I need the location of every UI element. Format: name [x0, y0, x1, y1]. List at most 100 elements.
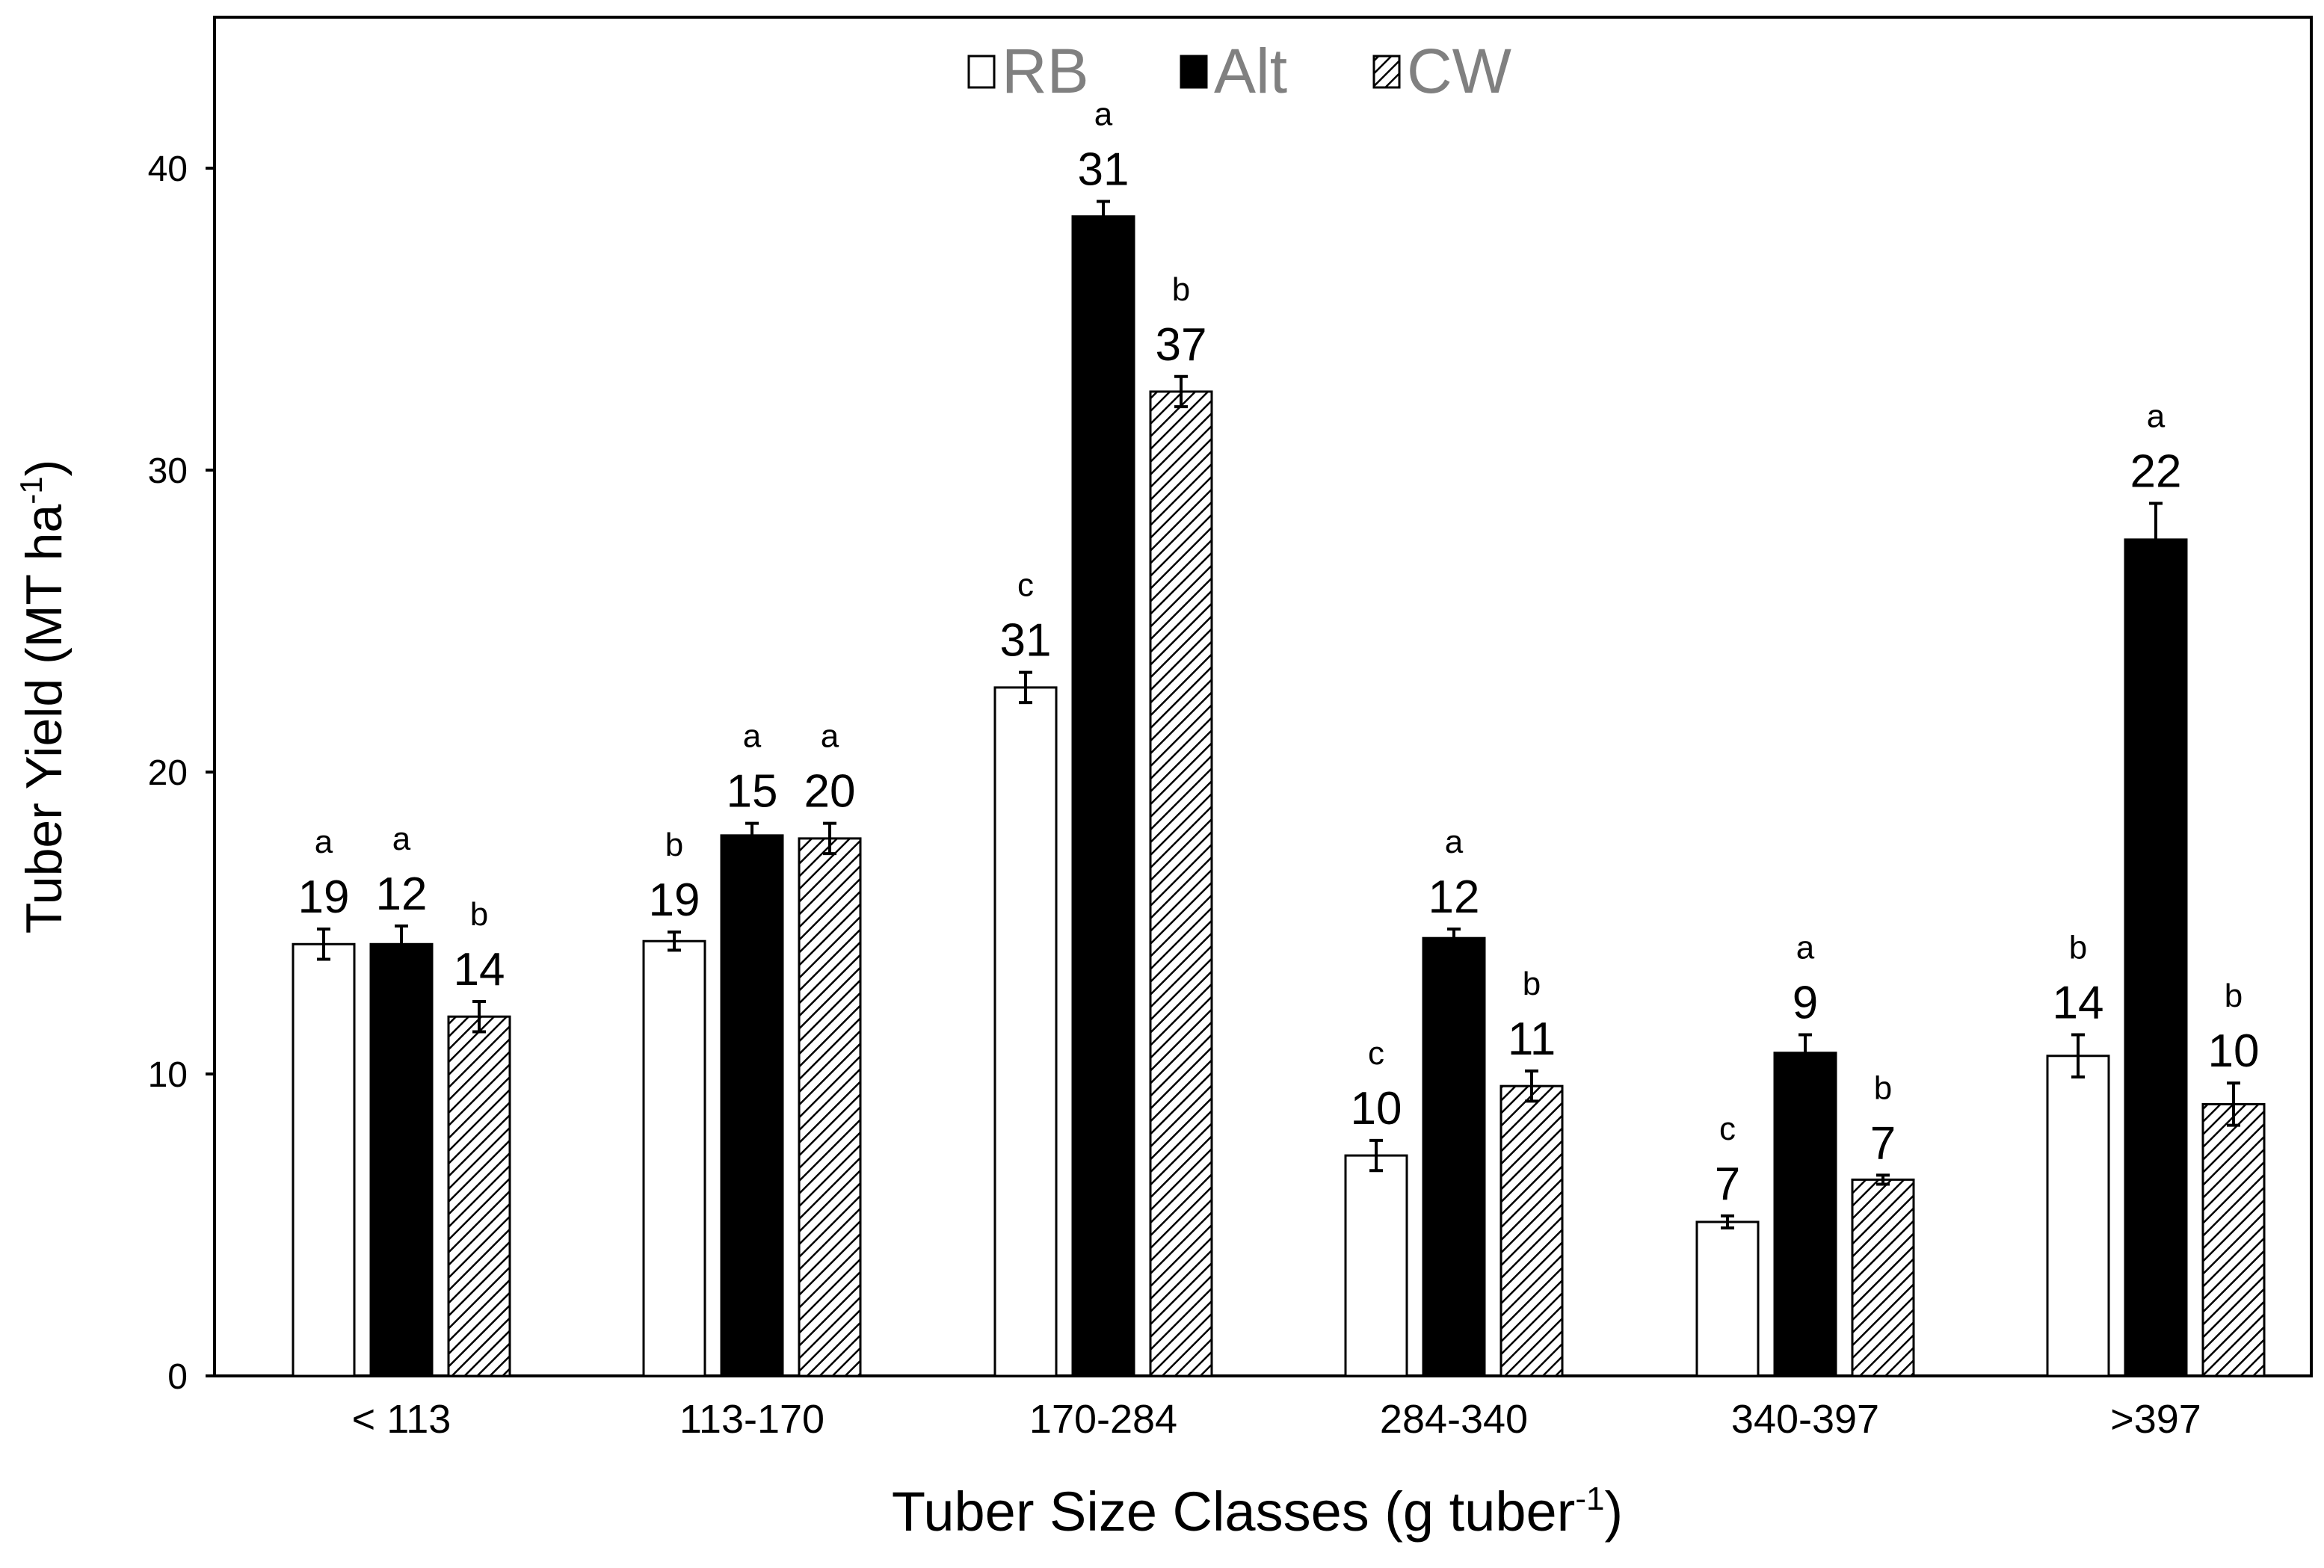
x-category-label: 340-397 [1731, 1397, 1879, 1442]
y-tick-label: 30 [148, 451, 188, 491]
count-label: 7 [1870, 1117, 1896, 1169]
bar-cw [447, 1015, 511, 1377]
count-label: 19 [298, 871, 350, 923]
error-bar [668, 930, 681, 952]
error-bar [2227, 1081, 2240, 1127]
legend-label: CW [1407, 36, 1511, 106]
x-category-label: < 113 [352, 1397, 451, 1442]
x-axis-label-end: ) [1604, 1481, 1623, 1543]
significance-letter: a [821, 718, 839, 755]
error-bar [2149, 501, 2163, 578]
x-category-label: 170-284 [1029, 1397, 1177, 1442]
count-label: 10 [1351, 1083, 1402, 1135]
legend-item-cw: CW [1372, 36, 1511, 106]
error-bar [1369, 1138, 1383, 1173]
significance-letter: b [1874, 1069, 1892, 1106]
y-tick-label: 40 [148, 149, 188, 189]
x-category-label: 113-170 [679, 1397, 825, 1442]
significance-letter: b [470, 896, 488, 933]
significance-letter: b [2069, 929, 2087, 966]
bar-rb [2046, 1055, 2110, 1377]
significance-letter: b [665, 827, 683, 863]
bars-layer [292, 200, 2266, 1377]
error-bar [745, 821, 759, 849]
legend-item-alt: Alt [1180, 36, 1287, 106]
count-label: 22 [2130, 445, 2182, 497]
count-label: 20 [804, 766, 856, 818]
significance-letter: a [315, 824, 333, 860]
error-bar [1876, 1173, 1890, 1186]
error-bar [823, 821, 836, 856]
x-category-label: >397 [2110, 1397, 2201, 1442]
error-bar [395, 925, 408, 964]
significance-letter: a [2147, 398, 2166, 434]
count-label: 15 [727, 766, 778, 818]
bar-rb [1344, 1154, 1408, 1377]
error-bar [1447, 927, 1461, 949]
plot-frame [213, 16, 2313, 1377]
bar-cw [1149, 390, 1213, 1377]
error-bar [317, 927, 330, 961]
count-label: 31 [1000, 615, 1052, 667]
bar-cw [798, 837, 862, 1377]
count-label: 31 [1078, 143, 1129, 195]
bar-cw [1851, 1178, 1915, 1377]
count-label: 12 [376, 868, 428, 920]
legend-label: RB [1002, 36, 1089, 106]
legend-item-rb: RB [967, 36, 1089, 106]
bar-cw [2201, 1102, 2266, 1377]
bar-alt [1422, 936, 1486, 1377]
bar-labels-layer: 19 a 19 b 31 c 10 c 7 c 14 b 12 a 15 a 31 a 12 a 9 a 22 a 14 b 20 a… [298, 96, 2260, 1209]
significance-letter: a [1094, 96, 1113, 132]
y-tick-label: 10 [148, 1055, 188, 1095]
y-axis-label-sup: -1 [13, 476, 49, 504]
count-label: 19 [649, 874, 700, 926]
legend-swatch [1372, 55, 1401, 89]
count-label: 12 [1428, 871, 1480, 923]
legend-swatch [967, 55, 996, 89]
significance-letter: c [1719, 1111, 1736, 1147]
bar-alt [720, 834, 784, 1377]
count-label: 14 [454, 944, 505, 996]
x-axis-categories: < 113 113-170 170-284 284-340 340-397 >397 [352, 1397, 2201, 1442]
count-label: 37 [1156, 319, 1207, 371]
bar-rb [1695, 1220, 1760, 1377]
y-tick-label: 20 [148, 753, 188, 793]
x-axis-label: Tuber Size Classes (g tuber-1) [892, 1481, 1623, 1543]
bar-rb [292, 942, 356, 1377]
bar-alt [2124, 538, 2188, 1377]
x-axis-label-sup: -1 [1575, 1481, 1604, 1517]
count-label: 10 [2208, 1025, 2260, 1077]
x-axis-label-main: Tuber Size Classes (g tuber [892, 1481, 1575, 1543]
count-label: 9 [1793, 977, 1818, 1028]
error-bar [1019, 670, 1032, 705]
count-label: 14 [2053, 977, 2104, 1028]
bar-alt [1071, 215, 1135, 1377]
count-label: 7 [1715, 1158, 1740, 1210]
legend-swatch [1180, 55, 1208, 89]
y-axis-label-main: Tuber Yield (MT ha [16, 504, 73, 934]
error-bar [1097, 200, 1110, 233]
significance-letter: b [1523, 966, 1541, 1002]
bar-rb [642, 939, 706, 1377]
significance-letter: c [1368, 1035, 1384, 1072]
significance-letter: a [1445, 824, 1464, 860]
error-bar [1525, 1069, 1538, 1103]
significance-letter: b [1172, 271, 1190, 308]
error-bar [2071, 1033, 2085, 1079]
legend: RB Alt CW [967, 36, 1511, 106]
bar-alt [1773, 1052, 1837, 1377]
count-label: 11 [1508, 1013, 1556, 1065]
y-axis-label-end: ) [16, 460, 73, 477]
y-axis-label: Tuber Yield (MT ha-1) [13, 460, 73, 934]
y-tick-label: 0 [167, 1357, 188, 1397]
bar-cw [1499, 1084, 1564, 1377]
significance-letter: c [1017, 567, 1034, 604]
y-axis-ticks: 0 10 20 30 40 [148, 149, 215, 1397]
legend-label: Alt [1214, 36, 1287, 106]
error-bar [1799, 1033, 1812, 1072]
error-bar [472, 1000, 486, 1034]
bar-rb [993, 686, 1058, 1377]
significance-letter: b [2225, 978, 2243, 1014]
bar-alt [369, 942, 434, 1377]
